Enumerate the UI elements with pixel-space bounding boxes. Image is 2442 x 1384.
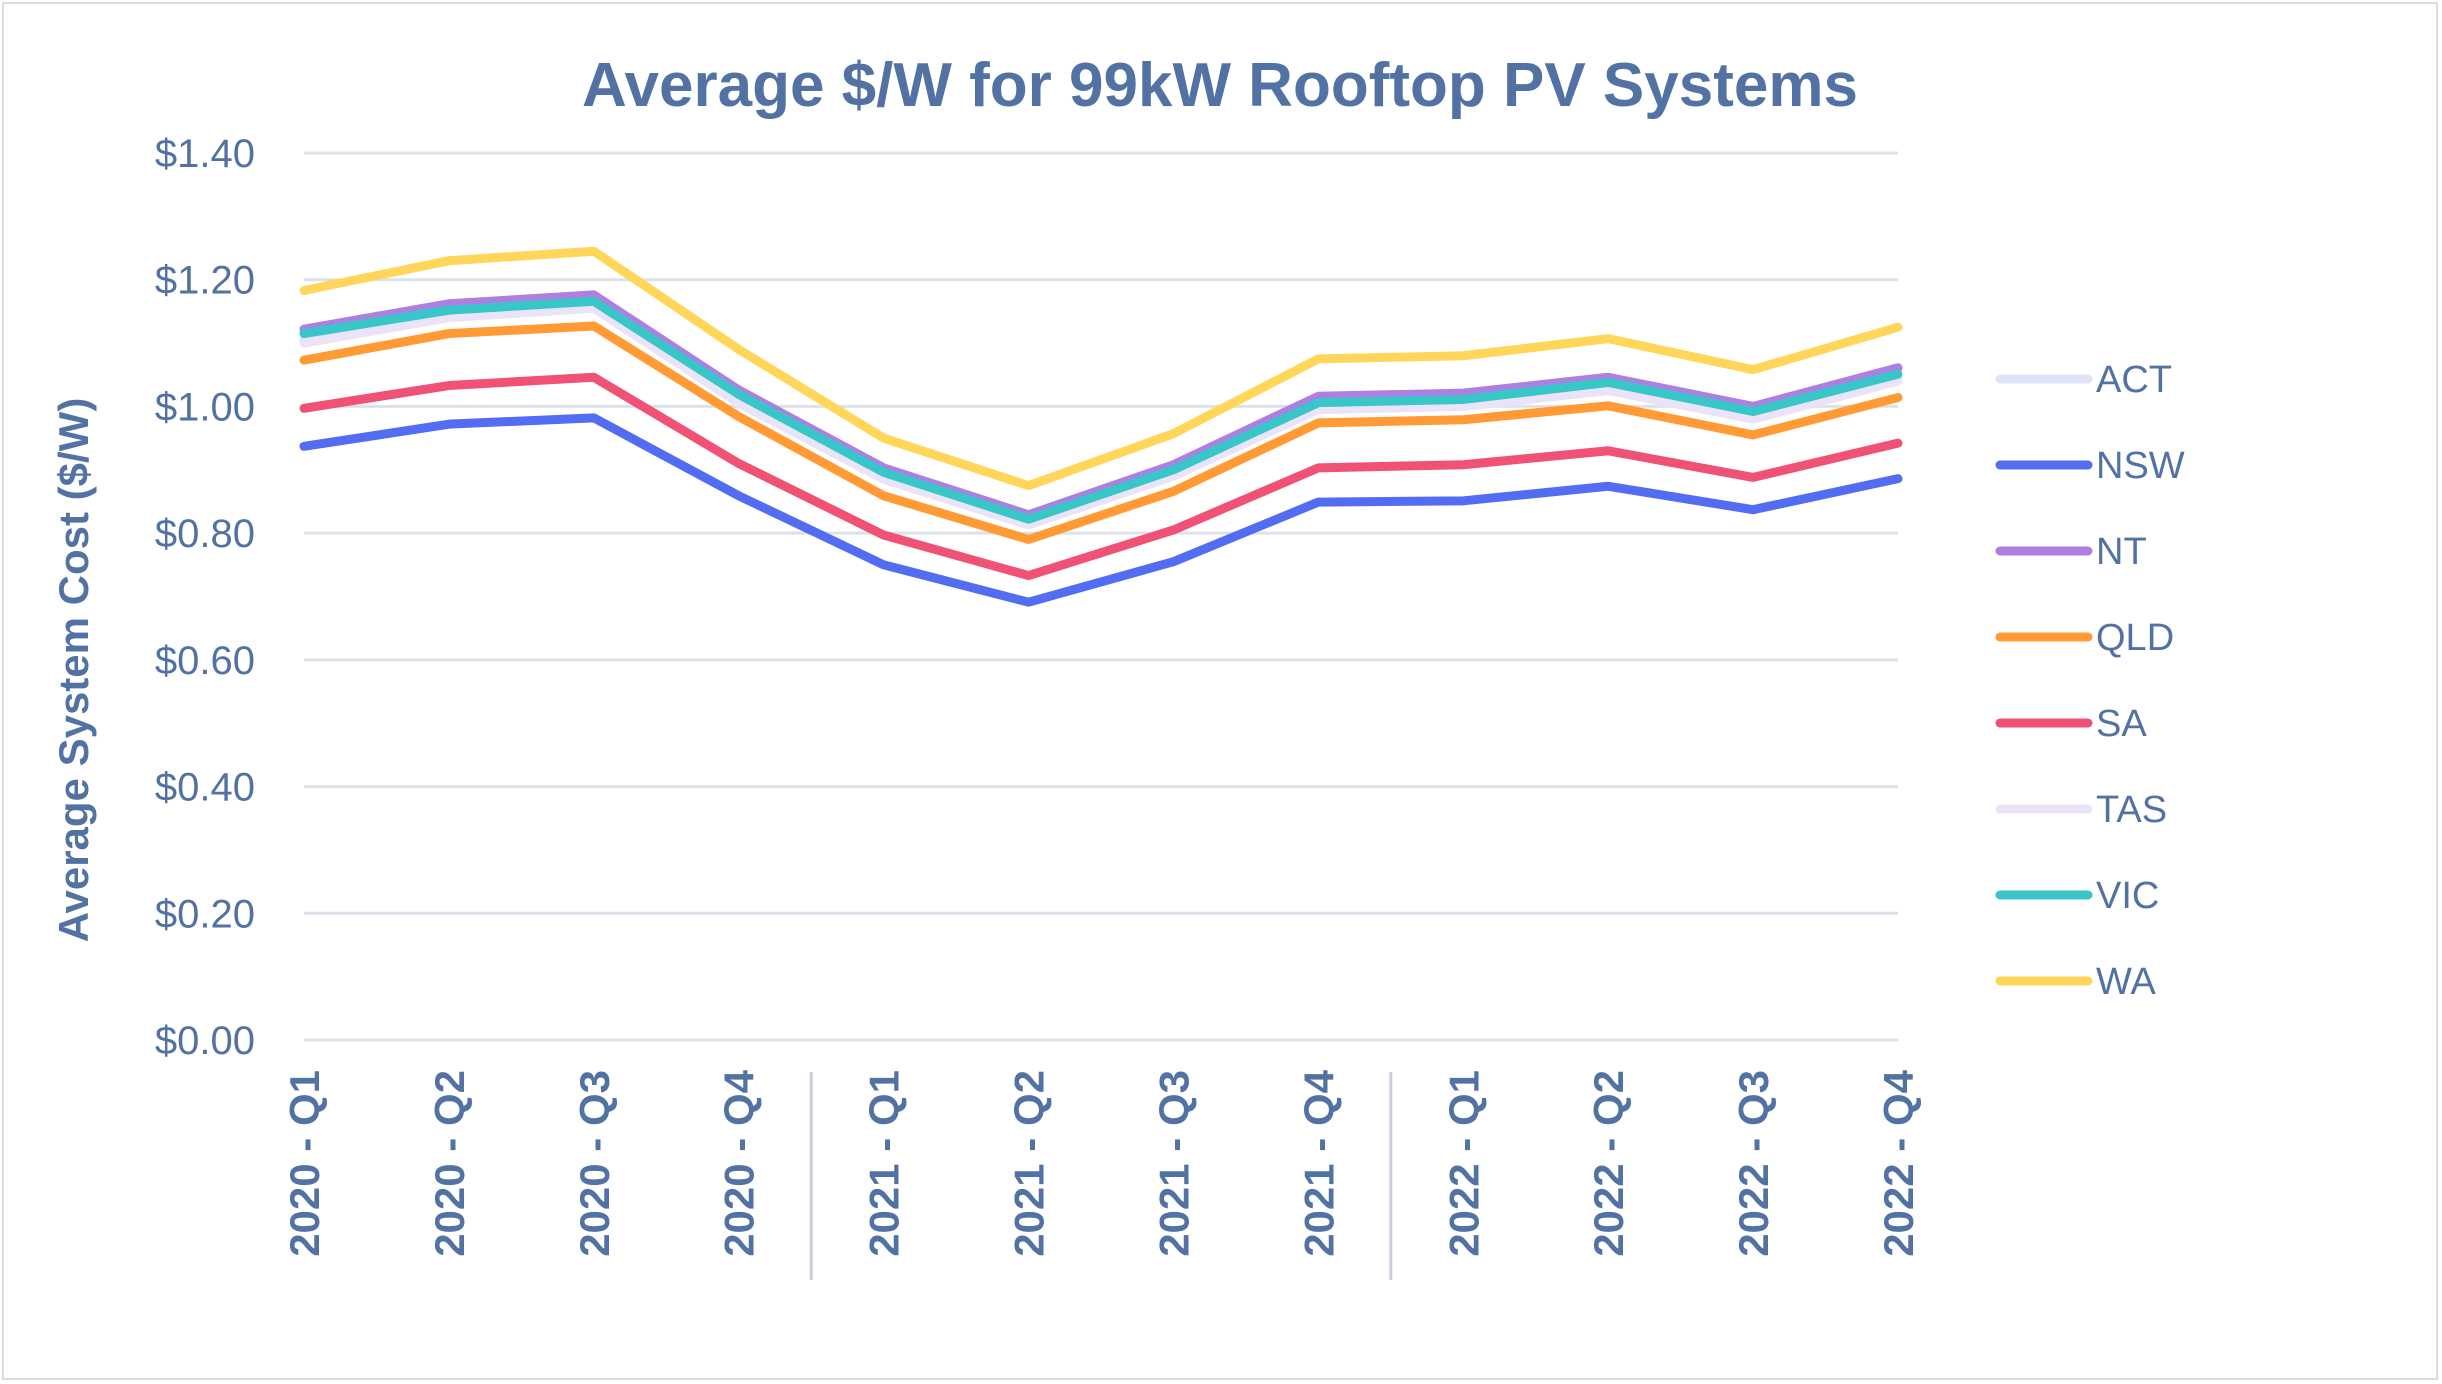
y-axis-label: Average System Cost ($/W) [50, 398, 97, 943]
y-tick-label: $1.20 [155, 259, 255, 303]
legend-label: TAS [2096, 789, 2167, 831]
series-lines [299, 246, 1903, 607]
series-line-tas [299, 303, 1903, 530]
series-line-qld [299, 321, 1903, 544]
y-tick-label: $0.40 [155, 766, 255, 810]
x-tick-label: 2022 - Q2 [1585, 1070, 1632, 1257]
legend-item-vic: VIC [1995, 875, 2159, 917]
series-line-wa [299, 246, 1903, 491]
x-tick-label: 2022 - Q3 [1730, 1070, 1777, 1257]
x-tick-label: 2020 - Q1 [281, 1070, 328, 1257]
x-tick-label: 2021 - Q1 [861, 1070, 908, 1257]
series-line-nsw [299, 413, 1903, 607]
x-tick-label: 2021 - Q4 [1295, 1069, 1342, 1256]
legend-label: WA [2096, 961, 2156, 1003]
legend-label: NSW [2096, 445, 2185, 487]
legend-label: ACT [2096, 359, 2172, 401]
x-tick-label: 2022 - Q1 [1440, 1070, 1487, 1257]
legend-item-nt: NT [1995, 531, 2147, 573]
y-tick-label: $1.00 [155, 385, 255, 429]
legend: ACT NSW NT QLD SA TAS VIC WA [1995, 359, 2185, 1003]
x-tick-label: 2022 - Q4 [1875, 1069, 1922, 1256]
series-line-vic [299, 296, 1903, 524]
x-tick-label: 2020 - Q3 [571, 1070, 618, 1257]
x-tick-label: 2021 - Q3 [1150, 1070, 1197, 1257]
legend-item-act: ACT [1995, 359, 2172, 401]
legend-label: SA [2096, 703, 2147, 745]
legend-label: VIC [2096, 875, 2159, 917]
y-axis-ticks: $0.00 $0.20 $0.40 $0.60 $0.80 $1.00 $1.20 $1.40 [155, 132, 255, 1063]
y-tick-label: $0.80 [155, 512, 255, 556]
x-tick-label: 2021 - Q2 [1006, 1070, 1053, 1257]
legend-label: QLD [2096, 617, 2174, 659]
series-line-sa [299, 372, 1903, 581]
y-tick-label: $0.20 [155, 892, 255, 936]
chart-title: Average $/W for 99kW Rooftop PV Systems [582, 51, 1858, 120]
legend-item-tas: TAS [1995, 789, 2167, 831]
y-tick-label: $1.40 [155, 132, 255, 176]
x-axis-ticks: 2020 - Q1 2020 - Q2 2020 - Q3 2020 - Q4 2021… [281, 1069, 1922, 1256]
legend-item-sa: SA [1995, 703, 2147, 745]
y-tick-label: $0.60 [155, 639, 255, 683]
x-tick-label: 2020 - Q4 [716, 1069, 763, 1256]
y-tick-label: $0.00 [155, 1019, 255, 1063]
x-tick-label: 2020 - Q2 [426, 1070, 473, 1257]
legend-label: NT [2096, 531, 2147, 573]
legend-item-nsw: NSW [1995, 445, 2185, 487]
legend-item-qld: QLD [1995, 617, 2174, 659]
gridlines [304, 151, 1898, 1280]
legend-item-wa: WA [1995, 961, 2156, 1003]
